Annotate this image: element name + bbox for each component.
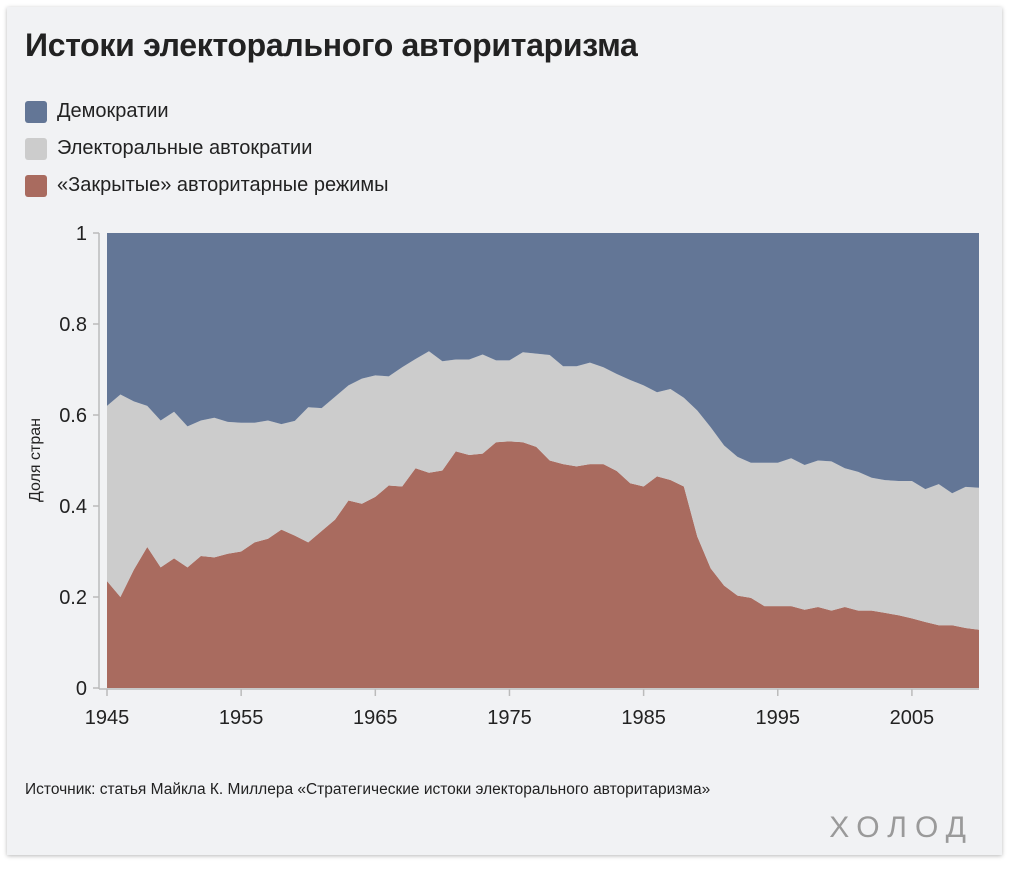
legend-item-democracies: Демократии xyxy=(25,93,389,130)
legend-label-closed-authoritarian: «Закрытые» авторитарные режимы xyxy=(57,174,389,196)
x-tick-label: 1955 xyxy=(219,707,264,729)
x-tick-label: 1945 xyxy=(85,707,130,729)
x-tick-label: 1985 xyxy=(621,707,666,729)
legend: Демократии Электоральные автократии «Зак… xyxy=(25,93,389,204)
legend-swatch-democracies xyxy=(25,100,47,123)
x-tick-label: 1975 xyxy=(487,707,532,729)
x-tick-label: 2005 xyxy=(890,707,935,729)
y-tick-label: 1 xyxy=(76,223,87,245)
legend-label-electoral-autocracies: Электоральные автократии xyxy=(57,137,313,159)
holod-logo: ХОЛОД xyxy=(829,811,974,844)
y-tick-label: 0.2 xyxy=(59,587,87,609)
area-democracies xyxy=(107,233,979,494)
area-closed-authoritarian xyxy=(107,441,979,688)
y-tick-label: 0.8 xyxy=(59,314,87,336)
legend-swatch-electoral-autocracies xyxy=(25,137,47,160)
legend-item-closed-authoritarian: «Закрытые» авторитарные режимы xyxy=(25,167,389,204)
legend-label-democracies: Демократии xyxy=(57,100,169,122)
area-electoral-autocracies xyxy=(107,351,979,630)
source-note: Источник: статья Майкла К. Миллера «Стра… xyxy=(25,781,711,798)
y-axis-label: Доля стран xyxy=(27,418,44,502)
legend-swatch-closed-authoritarian xyxy=(25,174,47,197)
y-tick-label: 0.6 xyxy=(59,405,87,427)
y-tick-label: 0.4 xyxy=(59,496,87,518)
chart-title: Истоки электорального авторитаризма xyxy=(25,27,638,63)
legend-item-electoral-autocracies: Электоральные автократии xyxy=(25,130,389,167)
y-tick-label: 0 xyxy=(76,678,87,700)
x-tick-label: 1965 xyxy=(353,707,398,729)
x-tick-label: 1995 xyxy=(756,707,801,729)
